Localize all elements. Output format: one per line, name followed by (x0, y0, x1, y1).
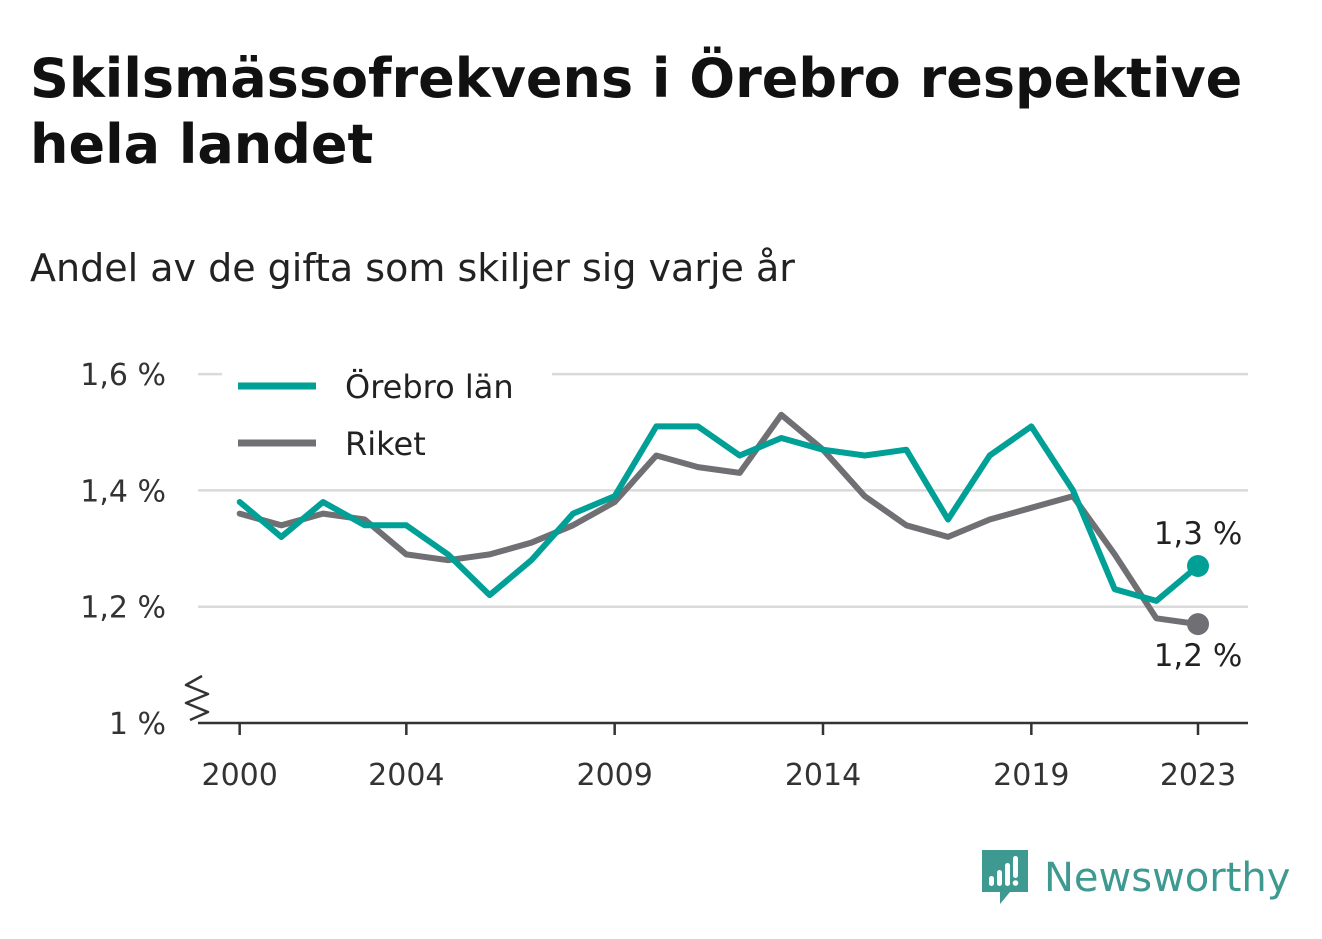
brand-name: Newsworthy (1044, 855, 1291, 901)
legend-label: Riket (345, 425, 426, 463)
end-point-marker (1187, 613, 1209, 636)
end-markers: 1,3 % 1,2 % (1154, 516, 1243, 674)
axes (184, 674, 1248, 735)
y-tick-label: 1,6 % (80, 358, 166, 393)
legend: Örebro län Riket (222, 362, 552, 472)
x-tick-label: 2000 (201, 758, 277, 793)
y-tick-labels: 1 % 1,2 % 1,4 % 1,6 % (80, 358, 166, 742)
legend-background (222, 362, 552, 472)
x-tick-labels: 2000 2004 2009 2014 2019 2023 (201, 758, 1236, 793)
brand-logo: Newsworthy (980, 848, 1290, 908)
end-point-marker (1187, 554, 1209, 577)
series-line (236, 423, 1201, 604)
x-tick-label: 2023 (1160, 758, 1236, 793)
x-tick-label: 2004 (368, 758, 444, 793)
newsworthy-bar-chart-icon (982, 850, 1028, 904)
end-value-label: 1,2 % (1154, 638, 1243, 674)
y-tick-label: 1,4 % (80, 474, 166, 509)
x-tick-label: 2009 (576, 758, 652, 793)
x-tick-label: 2019 (993, 758, 1069, 793)
y-tick-label: 1,2 % (80, 591, 166, 626)
legend-label: Örebro län (345, 368, 514, 406)
series-lines (236, 411, 1201, 628)
series-line (236, 411, 1201, 628)
end-value-label: 1,3 % (1154, 516, 1243, 552)
chart-title: Skilsmässofrekvens i Örebro respektive h… (30, 47, 1243, 176)
chart-subtitle: Andel av de gifta som skiljer sig varje … (30, 246, 795, 290)
x-tick-label: 2014 (785, 758, 861, 793)
axis-break-icon (184, 674, 210, 722)
y-tick-label: 1 % (109, 707, 166, 742)
